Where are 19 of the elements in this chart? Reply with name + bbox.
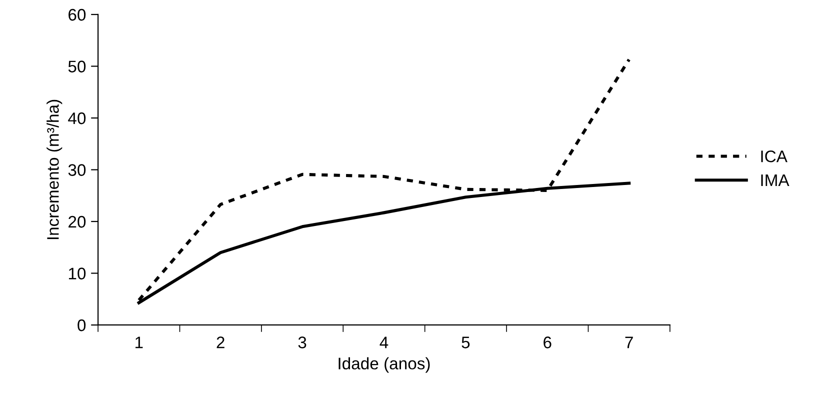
x-tick-label: 7 — [625, 336, 633, 348]
x-tick-label: 1 — [136, 336, 143, 348]
legend-label: IMA — [761, 174, 790, 186]
y-tick-label: 60 — [68, 8, 86, 21]
legend-label: ICA — [761, 150, 788, 162]
y-tick-label: 0 — [78, 319, 86, 332]
x-tick-label: 3 — [298, 336, 306, 348]
y-tick-label: 10 — [68, 268, 86, 280]
y-tick-label: 20 — [68, 216, 86, 228]
x-tick-label: 2 — [216, 336, 224, 348]
x-axis-title: Idade (anos) — [338, 357, 430, 373]
x-tick-label: 5 — [462, 336, 470, 348]
y-axis-title: Incremento (m³/ha) — [46, 100, 62, 240]
line-series — [137, 58, 631, 302]
x-tick-label: 6 — [544, 336, 552, 348]
y-tick-label: 50 — [68, 60, 86, 72]
x-tick-label: 4 — [380, 336, 388, 348]
y-tick-label: 40 — [68, 112, 86, 124]
y-tick-label: 30 — [68, 164, 86, 176]
